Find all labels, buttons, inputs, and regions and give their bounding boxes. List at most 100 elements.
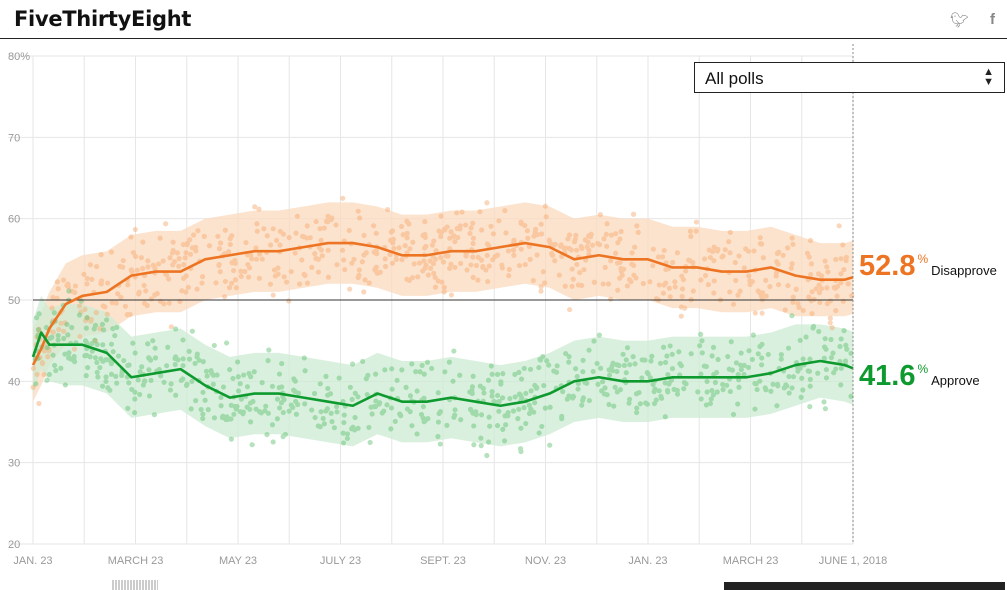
poll-dot [41,372,47,378]
mini-timeline-preview[interactable] [112,580,158,590]
poll-dot [823,346,829,352]
poll-dot [245,261,251,268]
poll-dot [823,375,830,381]
poll-dot [115,353,122,359]
poll-dot [404,230,410,236]
poll-dot [196,357,202,363]
poll-dot [152,355,159,361]
poll-dot [806,294,812,300]
poll-dot [150,338,156,344]
poll-dot [256,275,263,281]
poll-dot [334,409,340,415]
poll-dot [821,399,827,405]
poll-dot [726,366,732,372]
poll-dot [227,241,233,248]
poll-dot [467,230,473,237]
site-logo[interactable]: FiveThirtyEight [14,7,192,31]
poll-dot [468,225,474,231]
poll-dot [800,356,806,362]
twitter-icon[interactable]: 🐦︎ [949,12,969,29]
poll-dot [521,405,527,411]
poll-dot [639,357,645,363]
poll-dot [136,291,142,297]
poll-dot [122,303,129,309]
poll-dot [666,285,672,291]
poll-dot [710,344,717,350]
poll-dot [329,419,335,425]
y-tick-label: 60 [8,214,20,226]
bottom-toggle-bar[interactable] [724,582,1005,590]
poll-dot [76,303,83,309]
poll-dot [163,221,169,227]
poll-dot [606,372,613,378]
poll-dot [532,382,538,388]
poll-dot [657,360,664,366]
poll-dot [709,387,715,394]
poll-dot [681,386,687,392]
poll-dot [824,285,830,291]
poll-dot [596,242,603,248]
poll-dot [237,381,243,387]
x-tick-label: JULY 23 [320,555,361,567]
poll-dot [588,231,594,237]
poll-dot [505,413,511,419]
facebook-icon[interactable]: f [990,11,995,28]
poll-dot [222,278,228,285]
poll-dot [105,385,111,391]
poll-dot [120,264,126,270]
poll-dot [617,387,624,393]
poll-dot [569,395,576,401]
poll-dot [807,237,814,244]
poll-dot [496,408,502,414]
poll-dot [838,271,844,277]
poll-dot [630,211,637,217]
poll-dot [84,315,90,321]
poll-dot [611,403,617,409]
poll-dot [454,210,460,216]
poll-dot [735,371,741,378]
poll-dot [126,362,132,368]
poll-filter-select[interactable]: All polls ▲ ▼ [694,62,1005,93]
poll-dot [741,362,747,369]
poll-dot [518,448,524,455]
poll-dot [362,277,368,283]
poll-dot [628,279,634,285]
poll-dot [422,234,428,240]
poll-dot [516,406,522,412]
poll-dot [283,279,290,285]
approval-chart: 20 30 40 50 60 70 80% JAN. 23 MARCH 23 MAY 23 JULY… [8,44,887,567]
poll-dot [619,272,625,278]
poll-dot [567,306,573,313]
poll-dot [296,390,302,396]
poll-dot [44,377,50,383]
poll-dot [103,357,109,363]
poll-dot [618,265,624,272]
poll-dot [488,223,494,229]
poll-dot [268,242,274,248]
poll-dot [169,250,176,256]
poll-dot [738,366,744,373]
poll-dot [361,289,367,295]
y-tick-label: 20 [8,539,20,551]
y-tick-label: 70 [8,132,20,144]
poll-dot [530,277,536,284]
poll-dot [786,373,792,380]
poll-dot [627,362,633,368]
poll-dot [833,308,839,314]
poll-dot [88,318,94,324]
poll-dot [414,431,420,437]
poll-dot [724,382,730,388]
poll-dot [204,373,210,379]
poll-dot [160,258,166,264]
poll-dot [759,355,765,361]
poll-dot [270,439,276,445]
poll-dot [240,411,246,417]
poll-dot [781,385,787,391]
poll-dot [180,362,186,369]
poll-dot [71,356,77,363]
poll-dot [467,389,473,395]
poll-dot [313,218,319,225]
approve-unit: % [917,362,929,376]
poll-dot [94,359,100,366]
poll-dot [279,360,285,367]
